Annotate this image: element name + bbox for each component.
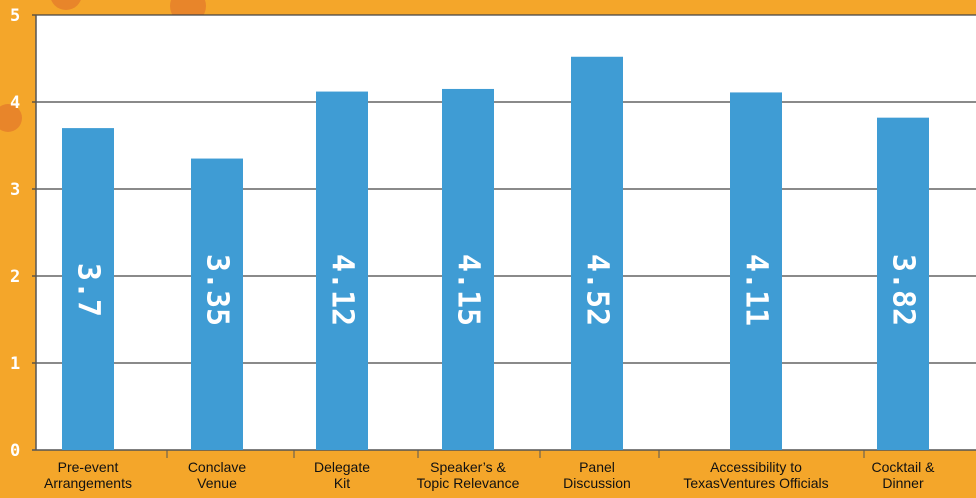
bar-value-label: 4.15 (451, 254, 486, 326)
x-category-label-line: Accessibility to (710, 459, 802, 475)
x-category-label: Pre-event Arrangements (44, 459, 132, 491)
x-category-label: Conclave Venue (188, 459, 247, 491)
x-category-label-line: Speaker’s & (430, 459, 506, 475)
x-category-label-line: Kit (334, 475, 350, 491)
x-category-label: Accessibility to TexasVentures Officials (683, 459, 828, 491)
x-category-label-line: Arrangements (44, 475, 132, 491)
x-category-label-line: Panel (579, 459, 615, 475)
x-category-label: Cocktail & Dinner (871, 459, 935, 491)
x-category-label-line: Discussion (563, 475, 631, 491)
y-tick-label: 4 (10, 93, 20, 113)
bar-value-label: 3.7 (71, 263, 106, 317)
bar (316, 91, 368, 450)
y-tick-label: 1 (10, 354, 20, 374)
decor-circle (51, 0, 81, 10)
x-category-label-line: Venue (197, 475, 237, 491)
bar (442, 88, 494, 450)
x-category-label-line: Dinner (882, 475, 924, 491)
y-axis-ticks: 0 1 2 3 4 5 (10, 6, 20, 461)
x-category-label: Panel Discussion (563, 459, 631, 491)
grid-lines (32, 14, 976, 458)
bar-value-label: 3.35 (200, 254, 235, 326)
bar (62, 128, 114, 450)
x-category-label-line: Cocktail & (871, 459, 935, 475)
x-axis-labels: Pre-event Arrangements Conclave Venue Delega… (44, 459, 935, 491)
x-category-label: Delegate Kit (314, 459, 370, 491)
bars: 3.7 3.35 4.12 4.15 4.52 4.11 3.82 (62, 56, 929, 451)
y-tick-label: 5 (10, 6, 20, 26)
bar (191, 158, 243, 451)
x-category-label-line: Topic Relevance (417, 475, 520, 491)
bar (877, 117, 929, 450)
bar (730, 92, 782, 451)
x-category-label-line: Pre-event (58, 459, 119, 475)
y-tick-label: 0 (10, 441, 20, 461)
x-category-label-line: TexasVentures Officials (683, 475, 828, 491)
y-tick-label: 3 (10, 180, 20, 200)
plot-area (36, 15, 976, 450)
decor-circle (0, 104, 22, 132)
x-category-label-line: Delegate (314, 459, 370, 475)
bar-value-label: 4.52 (580, 254, 615, 326)
bar-value-label: 4.12 (325, 254, 360, 326)
bar (571, 56, 623, 450)
y-tick-label: 2 (10, 267, 20, 287)
x-category-label: Speaker’s & Topic Relevance (417, 459, 520, 491)
x-category-label-line: Conclave (188, 459, 247, 475)
bar-value-label: 4.11 (739, 254, 774, 326)
bar-value-label: 3.82 (886, 254, 921, 326)
